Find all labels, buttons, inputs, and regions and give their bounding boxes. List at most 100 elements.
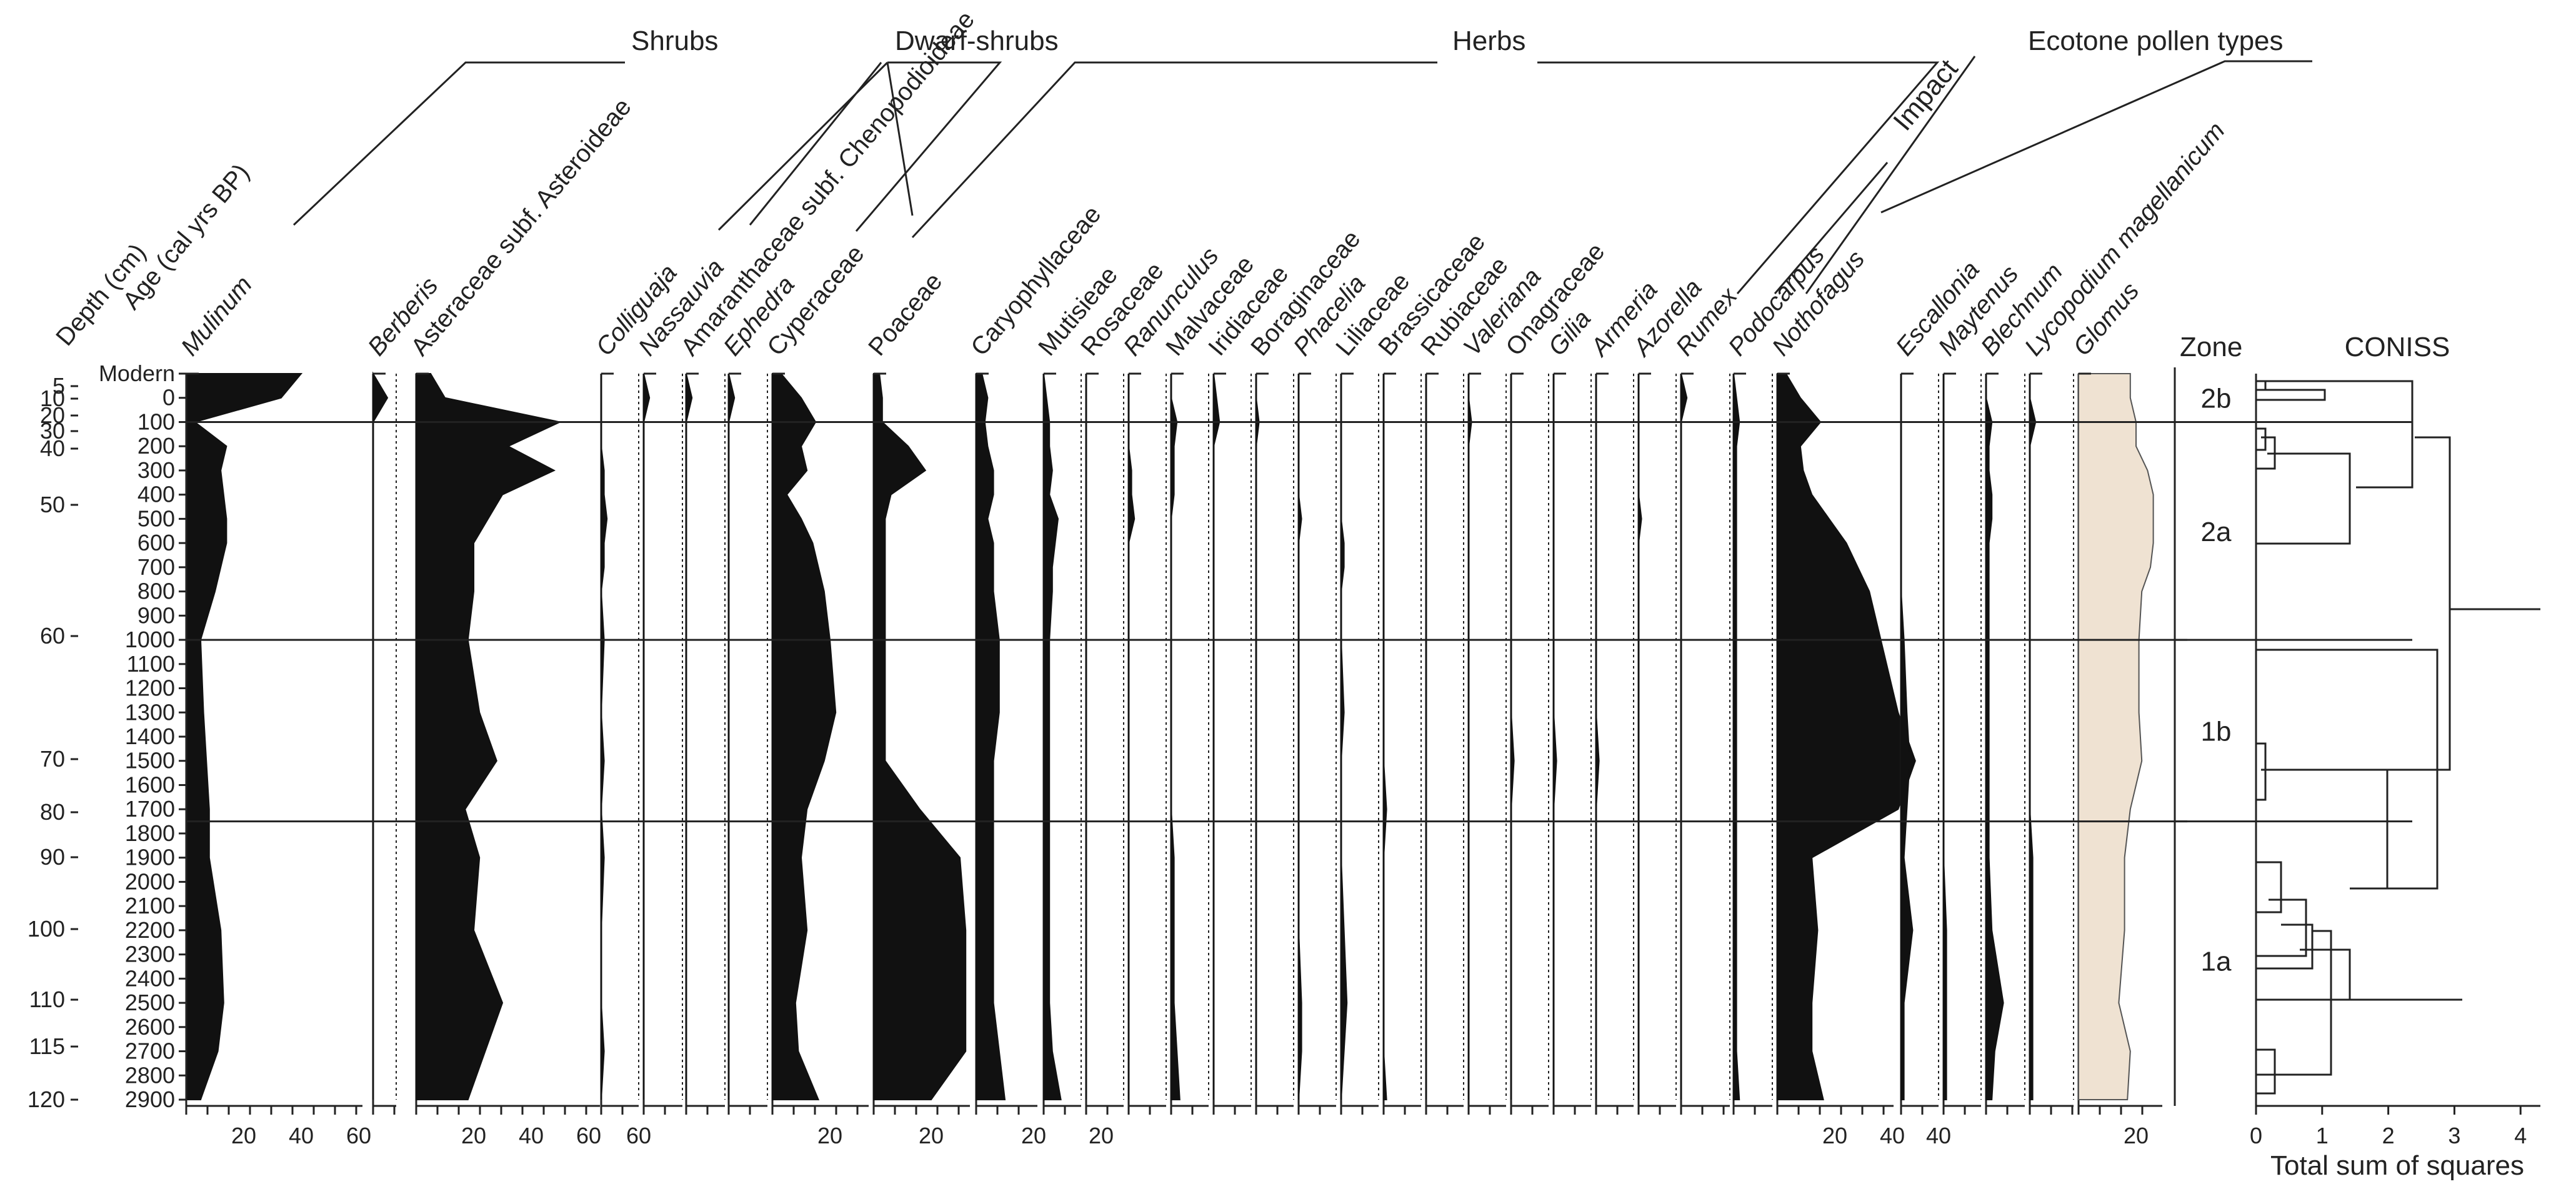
taxon-column: Phacelia (1288, 270, 1371, 1115)
dendrogram-branch (2256, 948, 2351, 1001)
taxon-label: Amaranthaceae subf. Chenopodioideae (676, 6, 980, 361)
taxon-label: Mulinum (176, 271, 257, 361)
group-connector-line (749, 62, 882, 226)
taxon-column: Gilia (1543, 305, 1596, 1115)
taxon-curve (1298, 374, 1302, 1100)
taxon-curve (1383, 374, 1387, 1100)
depth-tick-label: 90 (40, 844, 65, 870)
dendrogram-branch (2262, 380, 2414, 489)
age-tick-label: 1300 (125, 699, 175, 725)
taxon-column: Onagraceae (1500, 238, 1610, 1115)
depth-tick-label: 5 (52, 373, 65, 399)
group-label: Herbs (1452, 26, 1525, 56)
taxon-column: Malvaceae (1161, 251, 1259, 1115)
dendrogram-branch (2256, 427, 2267, 451)
taxon-curve (1777, 373, 1916, 1100)
column-tick-label: 60 (576, 1123, 601, 1148)
taxon-column: 20 40 60 Mulinum (176, 271, 371, 1148)
depth-tick-label: 110 (29, 987, 65, 1012)
group-connector-line (855, 61, 1002, 232)
taxon-curve (1985, 374, 2004, 1100)
taxon-label: Lycopodium magellanicum (2019, 117, 2230, 361)
depth-tick-label: 70 (40, 746, 65, 772)
coniss-tick-label: 0 (2250, 1123, 2262, 1148)
group-connector-line (911, 61, 1437, 239)
taxon-label: Poaceae (863, 268, 947, 361)
depth-tick-label: 80 (40, 799, 65, 825)
column-tick-label: 20 (1089, 1123, 1114, 1148)
taxon-column: Nassauvia (633, 254, 729, 1115)
taxon-column: Armeria (1585, 276, 1663, 1115)
group-label: Dwarf-shrubs (895, 26, 1059, 56)
taxon-curve (416, 373, 562, 1100)
taxon-curve (1043, 373, 1062, 1100)
group-connector-line (1805, 56, 1976, 294)
taxon-curve (1638, 374, 1642, 1100)
coniss-tick-label: 3 (2448, 1123, 2460, 1148)
coniss-tick-label: 1 (2316, 1123, 2329, 1148)
age-tick-label: 2300 (125, 942, 175, 967)
age-tick-label: 1500 (125, 748, 175, 774)
dendrogram-branch (2256, 898, 2307, 957)
dendrogram-branch (2386, 436, 2451, 771)
zone-label: 1a (2201, 946, 2232, 977)
age-tick-label: 2900 (125, 1087, 175, 1112)
age-tick-label: 0 (162, 385, 175, 410)
age-tick-label: 1200 (125, 675, 175, 701)
column-tick-label: 20 (2124, 1123, 2149, 1148)
taxon-column: Rosaceae (1076, 257, 1169, 1115)
taxon-curve (1595, 374, 1600, 1100)
zone-column: Zone 2b 2a 1b 1a (2180, 332, 2242, 977)
age-tick-label: 2400 (125, 965, 175, 991)
age-tick-label: 500 (137, 505, 175, 531)
taxon-column: Brassicaceae (1373, 229, 1490, 1115)
age-tick-label: 2000 (125, 868, 175, 894)
age-tick-label: 2800 (125, 1062, 175, 1088)
dendrogram-branch (2256, 861, 2282, 913)
depth-tick-label: 10 (40, 386, 65, 411)
taxon-curve (372, 371, 389, 1100)
age-tick-label: 1900 (125, 845, 175, 870)
column-tick-label: 20 (461, 1123, 486, 1148)
taxon-curve (1340, 374, 1348, 1100)
age-tick-label: 1800 (125, 820, 175, 846)
column-tick-label: 40 (1926, 1123, 1951, 1148)
taxon-curve (1213, 373, 1221, 1100)
column-tick-label: 40 (1880, 1123, 1905, 1148)
group-label: Shrubs (631, 26, 718, 56)
group-headers: Shrubs Dwarf-shrubs Herbs Impact Ecotone… (292, 26, 2312, 294)
column-tick-label: 40 (519, 1123, 544, 1148)
taxon-curve (1680, 373, 1688, 1100)
age-tick-label: 2200 (125, 917, 175, 943)
taxon-label: Asteraceae subf. Asteroideae (406, 93, 637, 361)
column-tick-label: 20 (1822, 1123, 1847, 1148)
coniss-tree: 0 1 2 3 4 CONISS Total sum of squares (2250, 332, 2540, 1181)
taxon-curve (600, 374, 608, 1100)
group-connector-line (1880, 60, 2312, 214)
depth-tick-label: 100 (27, 916, 65, 942)
taxon-column: Liliaceae (1330, 268, 1415, 1115)
coniss-x-label: Total sum of squares (2270, 1150, 2524, 1181)
depth-tick-label: 115 (29, 1033, 65, 1059)
taxon-column: Azorella (1627, 274, 1707, 1115)
zone-boundaries (186, 367, 2412, 1106)
taxon-column: Rubiaceae (1415, 252, 1514, 1115)
age-tick-label: 2700 (125, 1038, 175, 1064)
age-tick-label: 1000 (125, 627, 175, 652)
taxon-curve (1256, 374, 1260, 1100)
group-connector-line (886, 62, 914, 216)
age-tick-label: 1400 (125, 724, 175, 749)
zone-label: 1b (2201, 716, 2232, 747)
age-tick-label: 400 (137, 482, 175, 507)
taxon-column: Valeriana (1458, 263, 1547, 1115)
taxon-curve (1900, 374, 1914, 1100)
age-tick-label: 100 (137, 409, 175, 434)
